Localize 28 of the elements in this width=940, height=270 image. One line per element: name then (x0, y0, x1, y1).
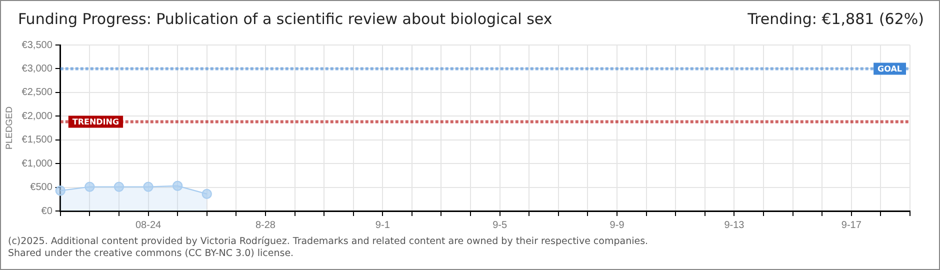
ref-line-label: GOAL (878, 64, 902, 74)
point (172, 180, 183, 191)
text: Shared under the creative commons (CC BY-NC 3.0) license. (8, 248, 295, 260)
x-tick-label: 08-24 (135, 220, 162, 231)
text: (c)2025. Additional content provided by Victoria Rodríguez. Trademarks and related content are owned by their respective companies. (8, 236, 648, 248)
y-tick-label: €2,000 (22, 110, 53, 122)
point (84, 182, 95, 192)
x-tick-label: 9-13 (724, 220, 745, 231)
point (55, 186, 66, 196)
point (114, 182, 124, 192)
y-tick-label: €0 (41, 206, 53, 217)
x-tick-label: 9-9 (610, 220, 625, 231)
y-tick-label: €1,500 (22, 134, 53, 146)
x-tick-label: 9-1 (375, 220, 390, 231)
point (143, 182, 154, 192)
y-tick-label: €1,000 (22, 158, 53, 170)
x-tick-label: 9-5 (492, 220, 508, 231)
y-tick-label: €500 (30, 182, 53, 194)
x-tick-label: 8-28 (255, 220, 276, 231)
y-tick-label: €3,500 (22, 40, 53, 51)
y-tick-label: €3,000 (22, 63, 53, 74)
y-axis-title: PLEDGED (4, 106, 14, 150)
x-tick-label: 9-17 (841, 220, 862, 231)
ref-line-label: TRENDING (72, 117, 120, 126)
chart-title: Funding Progress: Publication of a scientific review about biological sex (18, 10, 552, 28)
chart-subtitle: Trending: €1,881 (62%) (748, 10, 924, 28)
y-tick-label: €2,500 (22, 87, 53, 98)
point (202, 188, 212, 200)
